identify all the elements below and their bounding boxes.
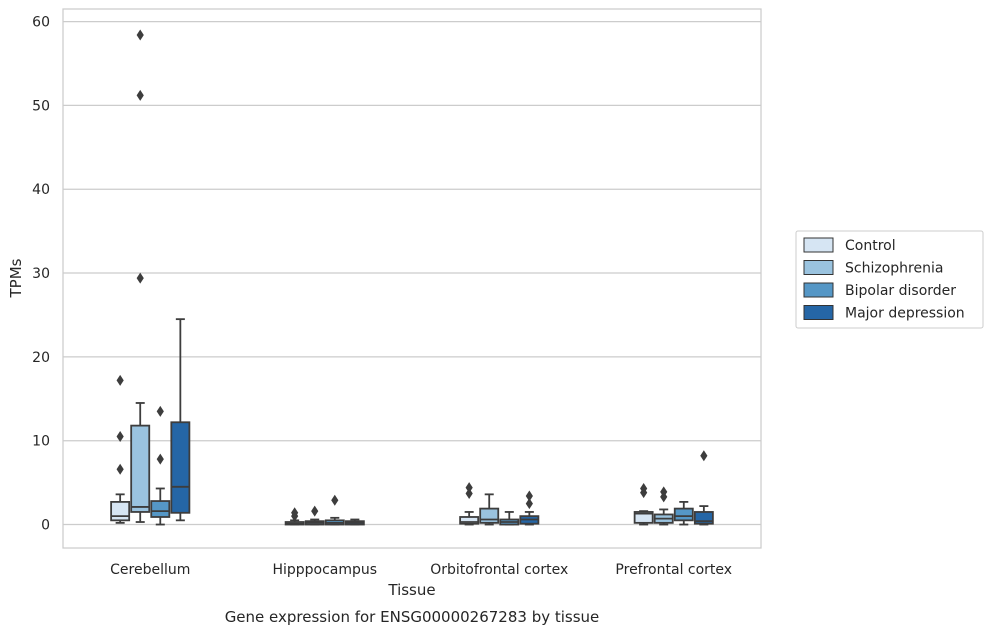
box-control	[459, 482, 480, 526]
outlier-point	[465, 482, 473, 494]
outlier-point	[291, 507, 299, 519]
legend-label: Major depression	[845, 306, 965, 322]
y-tick-label: 10	[32, 434, 50, 450]
plot-frame	[62, 8, 762, 549]
box-bipolar-disorder	[499, 511, 520, 526]
box-major-depression	[344, 518, 365, 526]
legend-swatch	[803, 282, 834, 298]
outlier-point	[136, 29, 144, 41]
legend-swatch	[803, 237, 834, 253]
box-iqr	[633, 511, 654, 524]
box-iqr	[170, 421, 191, 514]
outlier-point	[660, 486, 668, 498]
box-iqr	[479, 507, 500, 524]
legend: Control Schizophrenia Bipolar disorder Majo…	[795, 230, 984, 329]
outlier-point	[116, 374, 124, 386]
box-major-depression	[170, 318, 191, 522]
box-iqr	[693, 511, 714, 525]
legend-swatch	[803, 305, 834, 320]
box-schizophrenia	[479, 493, 500, 526]
x-axis: Cerebellum Hipppocampus Orbitofrontal cort…	[110, 562, 732, 578]
y-tick-label: 60	[32, 15, 50, 31]
outlier-point	[136, 89, 144, 101]
box-groups	[110, 29, 714, 526]
outlier-point	[156, 453, 164, 465]
x-tick-label: Orbitofrontal cortex	[430, 562, 568, 578]
outlier-point	[116, 431, 124, 443]
box-schizophrenia	[130, 29, 151, 523]
outlier-point	[116, 463, 124, 475]
box-iqr	[150, 500, 171, 518]
x-tick-label: Prefrontal cortex	[615, 562, 732, 578]
outlier-point	[311, 505, 319, 517]
outlier-point	[136, 272, 144, 284]
legend-label: Control	[845, 238, 896, 254]
box-bipolar-disorder	[673, 500, 694, 526]
outlier-point	[525, 490, 533, 502]
outlier-point	[156, 405, 164, 417]
box-major-depression	[693, 450, 714, 526]
y-tick-label: 50	[32, 98, 50, 114]
box-schizophrenia	[653, 486, 674, 526]
legend-frame	[795, 230, 984, 329]
legend-swatch	[803, 260, 834, 275]
outlier-point	[640, 482, 648, 494]
outlier-point	[465, 488, 473, 500]
box-iqr	[110, 500, 131, 522]
x-axis-label: Tissue	[387, 581, 435, 599]
legend-label: Bipolar disorder	[845, 283, 956, 299]
legend-label: Schizophrenia	[845, 261, 943, 277]
y-tick-label: 40	[32, 182, 50, 198]
plot-background	[63, 9, 761, 548]
box-control	[284, 507, 305, 526]
box-major-depression	[519, 490, 540, 526]
x-tick-label: Cerebellum	[110, 562, 190, 578]
box-iqr	[673, 507, 694, 522]
chart-caption: Gene expression for ENSG00000267283 by t…	[225, 608, 600, 626]
outlier-point	[331, 494, 339, 506]
y-axis-label: TPMs	[7, 258, 25, 298]
box-bipolar-disorder	[324, 494, 345, 526]
box-control	[110, 374, 131, 524]
y-tick-label: 20	[32, 350, 50, 366]
x-tick-label: Hipppocampus	[272, 562, 377, 578]
y-tick-label: 30	[32, 266, 50, 282]
box-schizophrenia	[304, 505, 325, 526]
outlier-point	[525, 498, 533, 510]
box-iqr	[130, 424, 151, 513]
box-bipolar-disorder	[150, 405, 171, 526]
box-control	[633, 482, 654, 526]
y-axis: 0 10 20 30 40 50 60	[32, 15, 50, 534]
y-tick-label: 0	[41, 518, 50, 534]
box-iqr	[459, 516, 480, 525]
outlier-point	[700, 450, 708, 462]
